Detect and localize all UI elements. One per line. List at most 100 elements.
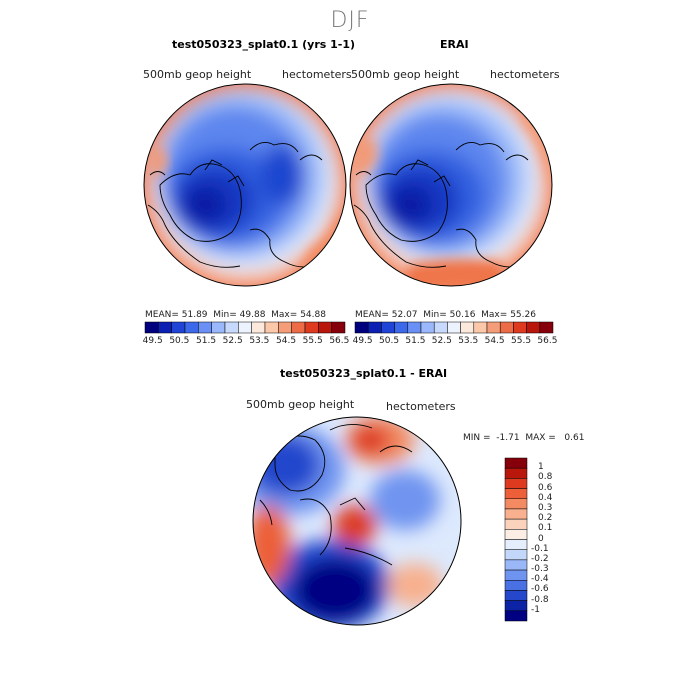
panel-1-mean-label: MEAN= xyxy=(145,310,179,320)
diff-colorbar-swatch xyxy=(504,529,528,540)
diff-max: 0.61 xyxy=(564,433,585,443)
panel-1-colorbar-swatch xyxy=(224,321,239,334)
panel-1-colorbar-swatch xyxy=(211,321,226,334)
diff-colorbar-tick-label: 0.2 xyxy=(538,513,553,524)
diff-colorbar-tick-label: -0.4 xyxy=(531,574,549,585)
diff-title: test050323_splat0.1 - ERAI xyxy=(280,367,448,380)
panel-2-mean: 52.07 xyxy=(391,310,418,320)
panel-2-title: ERAI xyxy=(440,38,469,51)
panel-2-colorbar-swatch xyxy=(499,321,514,334)
panel-2-colorbar-tick-label: 55.5 xyxy=(511,336,532,346)
panel-1-colorbar-tick-label: 52.5 xyxy=(222,336,243,346)
diff-colorbar-tick-label: 0.4 xyxy=(538,492,553,503)
diff-colorbar-tick-label: -0.2 xyxy=(531,553,549,564)
panel-2-min-label: Min= xyxy=(423,310,447,320)
diff-units: hectometers xyxy=(386,400,456,413)
diff-colorbar-tick-label: 0 xyxy=(538,533,544,544)
panel-2-colorbar-tick-label: 53.5 xyxy=(458,336,479,346)
panel-2-colorbar-tick-label: 54.5 xyxy=(484,336,505,346)
panel-1-colorbar-tick-label: 50.5 xyxy=(169,336,190,346)
diff-colorbar-tick-label: 0.3 xyxy=(538,502,553,513)
diff-colorbar-tick-label: 0.8 xyxy=(538,472,553,483)
diff-map-border xyxy=(252,416,462,626)
diff-colorbar-swatch xyxy=(504,488,528,499)
panel-2-colorbar-swatch xyxy=(539,321,554,334)
panel-1-variable: 500mb geop height xyxy=(143,68,252,81)
panel-2-colorbar-tick-label: 50.5 xyxy=(379,336,400,346)
diff-colorbar-swatch xyxy=(504,580,528,591)
panel-1-colorbar-tick-label: 54.5 xyxy=(276,336,297,346)
panel-1-colorbar-swatch xyxy=(171,321,186,334)
diff-max-label: MAX = xyxy=(525,433,556,443)
panel-2-colorbar-swatch xyxy=(407,321,422,334)
diff-colorbar-swatch xyxy=(504,457,528,469)
diff-colorbar-swatch xyxy=(504,590,528,601)
panel-1-colorbar-tick-label: 51.5 xyxy=(196,336,217,346)
panel-1-max-label: Max= xyxy=(271,310,298,320)
panel-2-max-label: Max= xyxy=(481,310,508,320)
panel-1-colorbar-swatch xyxy=(184,321,199,334)
diff-colorbar-tick-label: 1 xyxy=(538,462,544,473)
diff-variable: 500mb geop height xyxy=(246,398,355,411)
diff-colorbar-swatch xyxy=(504,569,528,581)
panel-2-map-border xyxy=(349,83,553,287)
panel-2-colorbar-swatch xyxy=(433,321,448,334)
panel-2-max: 55.26 xyxy=(510,310,536,320)
panel-2-colorbar xyxy=(354,321,554,334)
panel-1-map xyxy=(144,84,346,286)
diff-stats: MIN = -1.71 MAX = 0.61 xyxy=(463,433,584,443)
panel-1-colorbar xyxy=(144,321,346,334)
panel-2-colorbar-tick-label: 51.5 xyxy=(405,336,426,346)
diff-colorbar xyxy=(504,457,528,622)
panel-2-colorbar-tick-label: 56.5 xyxy=(537,336,558,346)
panel-2-colorbar-swatch xyxy=(486,321,501,334)
diff-colorbar-tick-label: 0.6 xyxy=(538,482,553,493)
diff-colorbar-tick-label: -1 xyxy=(531,604,540,615)
diff-colorbar-swatch xyxy=(504,559,528,571)
diff-colorbar-tick-label: -0.1 xyxy=(531,543,549,554)
diff-colorbar-swatch xyxy=(504,518,528,530)
panel-1-colorbar-tick-label: 49.5 xyxy=(142,336,163,346)
panel-1-colorbar-swatch xyxy=(278,321,292,334)
diff-colorbar-tick-label: 0.1 xyxy=(538,523,553,534)
diff-coastlines xyxy=(259,424,413,566)
diff-colorbar-swatch xyxy=(504,467,528,479)
panel-1-colorbar-swatch xyxy=(251,321,266,334)
panel-1-colorbar-swatch xyxy=(264,321,279,334)
diff-colorbar-swatch xyxy=(504,600,528,612)
diff-min-label: MIN = xyxy=(463,433,491,443)
panel-2-mean-label: MEAN= xyxy=(355,310,389,320)
panel-2-variable: 500mb geop height xyxy=(351,68,460,81)
diff-min: -1.71 xyxy=(496,433,520,443)
panel-2-colorbar-tick-label: 52.5 xyxy=(431,336,452,346)
panel-2-colorbar-swatch xyxy=(420,321,435,334)
diff-colorbar-swatch xyxy=(504,498,528,510)
diff-colorbar-tick-label: -0.3 xyxy=(531,564,549,575)
panel-1-colorbar-swatch xyxy=(158,321,172,334)
panel-1-colorbar-swatch xyxy=(144,321,159,334)
diff-colorbar-tick-label: -0.6 xyxy=(531,584,549,595)
panel-2-colorbar-swatch xyxy=(367,321,382,334)
diff-colorbar-tick-label: -0.8 xyxy=(531,594,549,605)
panel-1-title: test050323_splat0.1 (yrs 1-1) xyxy=(172,38,356,51)
panel-2-colorbar-swatch xyxy=(394,321,409,334)
panel-1-colorbar-swatch xyxy=(304,321,319,334)
panel-1-colorbar-swatch xyxy=(318,321,332,334)
panel-2-colorbar-swatch xyxy=(473,321,488,334)
panel-1-units: hectometers xyxy=(282,68,352,81)
panel-2-colorbar-swatch xyxy=(460,321,475,334)
panel-1-colorbar-swatch xyxy=(238,321,252,334)
panel-2-colorbar-swatch xyxy=(513,321,527,334)
panel-1-colorbar-swatch xyxy=(331,321,346,334)
panel-2-colorbar-swatch xyxy=(381,321,395,334)
panel-2-colorbar-tick-label: 49.5 xyxy=(352,336,373,346)
figure-title: DJF xyxy=(330,8,370,33)
panel-1-colorbar-swatch xyxy=(291,321,306,334)
panel-1-colorbar-tick-label: 53.5 xyxy=(249,336,270,346)
panel-2-stats: MEAN= 52.07 Min= 50.16 Max= 55.26 xyxy=(355,310,536,320)
panel-1-max: 54.88 xyxy=(300,310,326,320)
diff-colorbar-swatch xyxy=(504,508,528,520)
panel-1-colorbar-tick-label: 56.5 xyxy=(329,336,350,346)
panel-1-map-border xyxy=(143,83,347,287)
